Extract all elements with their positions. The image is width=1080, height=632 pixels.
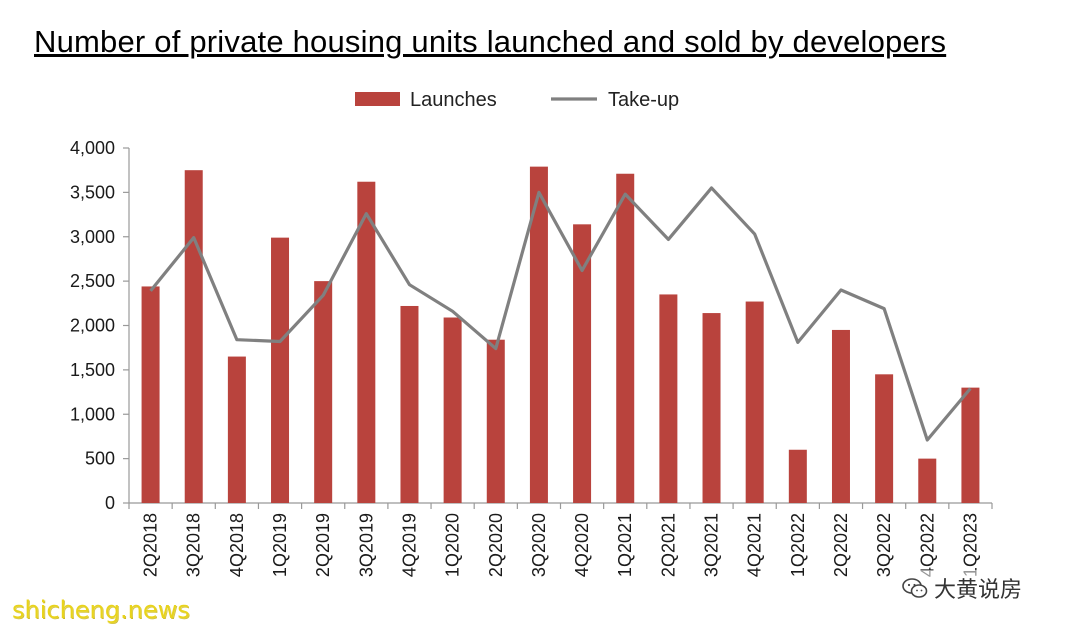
watermark-dahuang-text: 大黄说房 xyxy=(934,578,1023,603)
x-category-label: 1Q2019 xyxy=(270,513,290,577)
y-tick-label: 2,000 xyxy=(70,316,115,336)
bar-launches xyxy=(141,286,160,503)
x-category-label: 4Q2021 xyxy=(745,513,765,577)
bar-launches xyxy=(529,166,548,503)
bar-launches xyxy=(702,313,721,503)
chart-title: Number of private housing units launched… xyxy=(34,24,947,59)
bar-series-launches xyxy=(141,166,980,504)
x-category-label: 4Q2018 xyxy=(227,513,247,577)
x-category-label: 2Q2022 xyxy=(831,513,851,577)
y-tick-label: 1,000 xyxy=(70,404,115,424)
bar-launches xyxy=(831,329,850,503)
bar-launches xyxy=(314,281,333,503)
bar-launches xyxy=(400,305,419,503)
y-tick-label: 4,000 xyxy=(70,138,115,158)
bar-launches xyxy=(961,387,980,503)
bar-launches xyxy=(271,237,290,503)
bar-launches xyxy=(573,224,592,503)
bar-launches xyxy=(745,301,764,503)
line-take-up xyxy=(149,186,972,442)
x-category-label: 1Q2023 xyxy=(960,513,980,577)
legend-label-launches: Launches xyxy=(410,89,497,111)
y-tick-label: 0 xyxy=(105,493,115,513)
bar-launches xyxy=(788,449,807,503)
x-category-label: 3Q2020 xyxy=(529,513,549,577)
watermark-shicheng: shicheng.news xyxy=(12,596,190,624)
bar-launches xyxy=(486,339,505,503)
x-category-label: 1Q2021 xyxy=(615,513,635,577)
legend: Launches Take-up xyxy=(355,89,679,111)
y-tick-label: 3,000 xyxy=(70,227,115,247)
x-category-label: 3Q2018 xyxy=(184,513,204,577)
x-category-label: 3Q2021 xyxy=(702,513,722,577)
bar-launches xyxy=(918,458,937,503)
y-axis: 0 500 1,000 1,500 2,000 2,500 3,000 3,500 4,000 xyxy=(70,138,130,513)
bar-launches xyxy=(875,374,894,503)
x-category-label: 1Q2022 xyxy=(788,513,808,577)
x-category-label: 3Q2022 xyxy=(874,513,894,577)
x-axis: 2Q2018 3Q2018 4Q2018 1Q2019 2Q2019 3Q2019 4Q20… xyxy=(128,502,993,577)
x-category-label: 4Q2020 xyxy=(572,513,592,577)
line-series-take-up xyxy=(149,186,972,442)
bar-launches xyxy=(659,294,678,503)
y-tick-label: 2,500 xyxy=(70,271,115,291)
y-tick-label: 1,500 xyxy=(70,360,115,380)
x-category-label: 4Q2022 xyxy=(917,513,937,577)
bar-launches xyxy=(184,170,203,503)
bar-launches xyxy=(616,173,635,504)
x-category-label: 3Q2019 xyxy=(356,513,376,577)
y-tick-label: 3,500 xyxy=(70,182,115,202)
y-tick-label: 500 xyxy=(85,449,115,469)
x-category-label: 4Q2019 xyxy=(399,513,419,577)
x-category-label: 2Q2018 xyxy=(141,513,161,577)
bar-launches xyxy=(227,356,246,503)
bar-launches xyxy=(357,181,376,503)
wechat-icon xyxy=(902,577,928,599)
watermark-dahuang: 大黄说房 xyxy=(896,570,1029,606)
bar-launches xyxy=(443,317,462,503)
x-category-label: 1Q2020 xyxy=(443,513,463,577)
x-category-label: 2Q2021 xyxy=(658,513,678,577)
legend-label-take-up: Take-up xyxy=(608,89,679,111)
legend-swatch-launches xyxy=(355,92,400,106)
x-category-label: 2Q2019 xyxy=(313,513,333,577)
x-category-label: 2Q2020 xyxy=(486,513,506,577)
